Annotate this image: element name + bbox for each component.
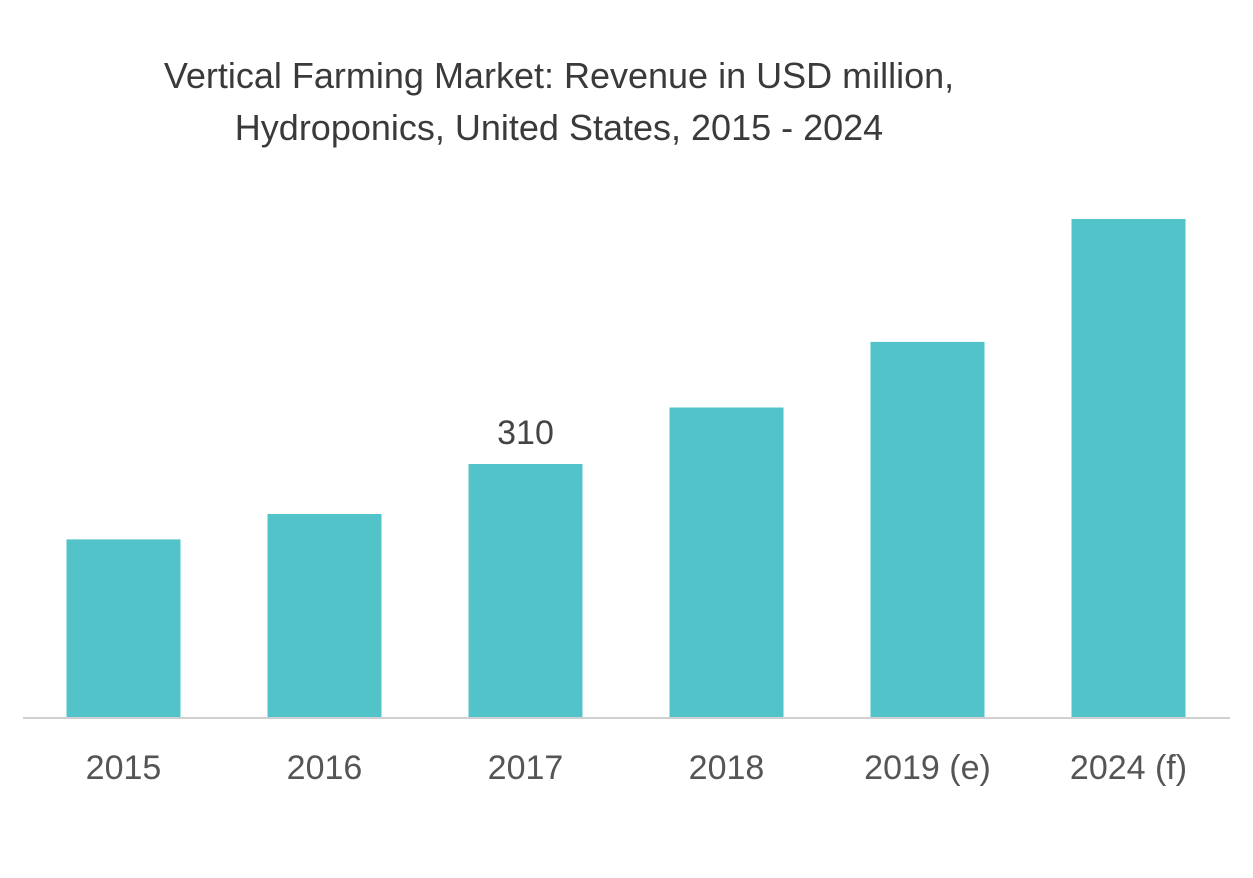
x-tick-label: 2015 — [86, 749, 162, 787]
bar-2015 — [66, 539, 181, 718]
x-tick-label: 2018 — [689, 749, 765, 787]
data-labels: 310 — [497, 414, 554, 452]
chart-title-line-1: Vertical Farming Market: Revenue in USD … — [163, 55, 955, 96]
x-tick-label: 2016 — [287, 749, 363, 787]
bar-2018 — [669, 407, 784, 718]
bars-group — [66, 219, 1186, 718]
data-label-2017: 310 — [497, 414, 554, 452]
chart-title: Vertical Farming Market: Revenue in USD … — [0, 50, 1118, 154]
bar-2017 — [468, 464, 583, 718]
x-tick-label: 2024 (f) — [1070, 749, 1187, 787]
chart-title-line-2: Hydroponics, United States, 2015 - 2024 — [234, 107, 884, 148]
bar-2016 — [267, 514, 382, 718]
x-tick-labels: 2015 2016 2017 2018 2019 (e) 2024 (f) — [86, 749, 1187, 787]
x-tick-label: 2019 (e) — [864, 749, 991, 787]
x-tick-label: 2017 — [488, 749, 564, 787]
bar-2024-f — [1071, 219, 1186, 718]
bar-2019-e — [870, 341, 985, 718]
